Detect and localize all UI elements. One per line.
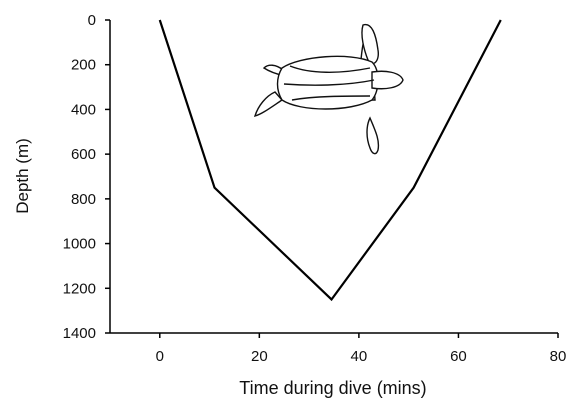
y-tick-label: 200	[71, 57, 96, 74]
x-tick-label: 20	[251, 348, 268, 365]
turtle-illustration	[253, 23, 404, 155]
y-tick-label: 600	[71, 146, 96, 163]
x-tick-label: 0	[156, 348, 164, 365]
y-axis-label: Depth (m)	[13, 138, 32, 214]
y-tick-label: 400	[71, 101, 96, 118]
x-tick-label: 40	[351, 348, 368, 365]
y-tick-label: 1400	[63, 325, 96, 342]
x-tick-label: 60	[450, 348, 467, 365]
x-tick-label: 80	[550, 348, 567, 365]
y-tick-label: 800	[71, 191, 96, 208]
line	[158, 19, 502, 302]
y-tick-label: 0	[88, 12, 96, 29]
y-tick-label: 1000	[63, 236, 96, 253]
x-axis-label: Time during dive (mins)	[239, 378, 426, 398]
y-tick-label: 1200	[63, 280, 96, 297]
